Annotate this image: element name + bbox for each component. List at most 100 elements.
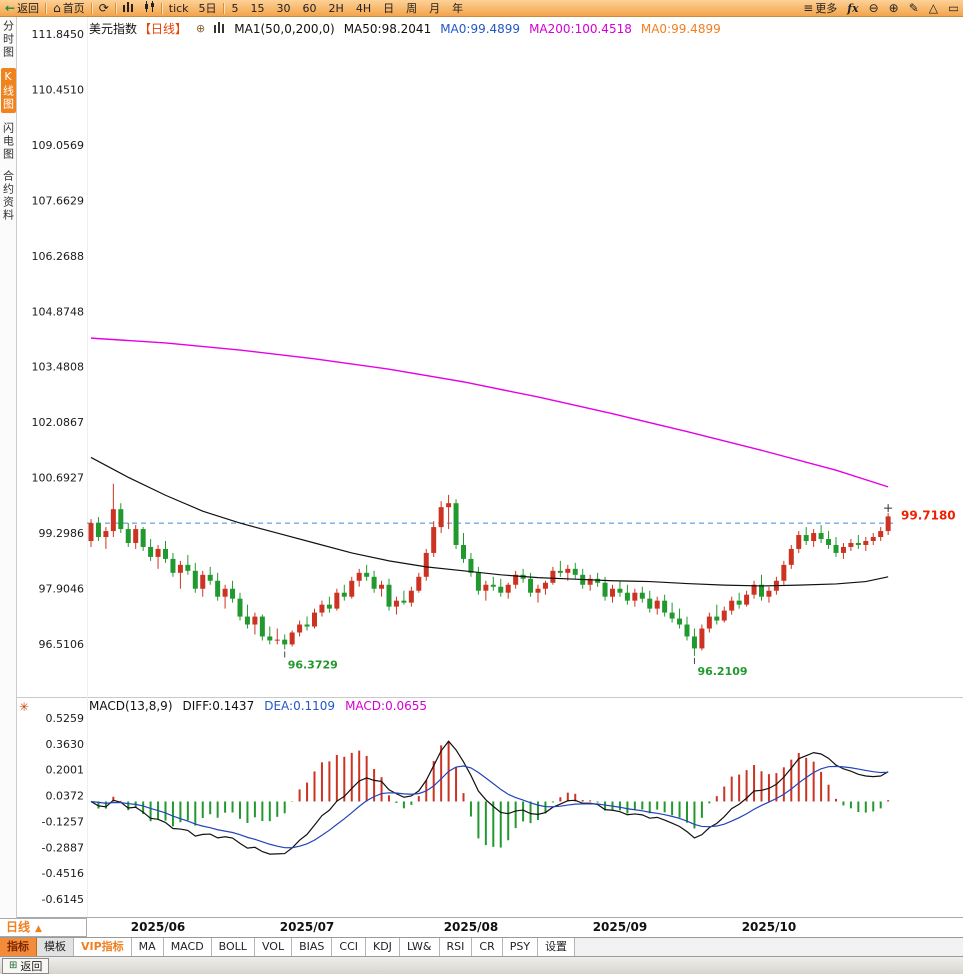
status-back-button[interactable]: ⊞ 返回 <box>2 957 50 974</box>
add-indicator-icon[interactable]: ⊕ <box>196 22 206 35</box>
triangle-icon: △ <box>928 1 938 15</box>
refresh-button[interactable]: ⟳ <box>94 0 114 16</box>
fx-icon: fx <box>847 1 859 15</box>
sidebar-item-0[interactable]: 分时图 <box>1 20 15 59</box>
interval-button-5[interactable]: 5 <box>231 1 239 15</box>
toolbar-separator <box>114 2 117 14</box>
sidebar-item-3[interactable]: 合约资料 <box>1 170 15 222</box>
window-grid-icon: ⊞ <box>9 960 18 971</box>
svg-text:97.9046: 97.9046 <box>39 583 85 596</box>
period-selector-label: 日线 <box>6 920 31 934</box>
indicator-tab-7[interactable]: BIAS <box>292 938 333 956</box>
more-label: 更多 <box>815 1 838 15</box>
svg-text:96.5106: 96.5106 <box>39 638 85 651</box>
indicator-tab-2[interactable]: VIP指标 <box>74 938 132 956</box>
svg-text:99.7180: 99.7180 <box>901 508 956 522</box>
indicator-tab-6[interactable]: VOL <box>254 938 293 956</box>
interval-button-周[interactable]: 周 <box>406 1 418 15</box>
svg-text:96.2109: 96.2109 <box>697 665 747 678</box>
bar-chart-type-button[interactable] <box>118 0 139 16</box>
clipped-tool-button[interactable]: ▭ <box>943 0 963 16</box>
top-toolbar: ← 返回 ⌂ 首页 ⟳ tick 5日 5 15 30 60 2H 4H 日周月年 ≡ 更多 <box>0 0 963 17</box>
tick-interval-button[interactable]: tick <box>168 1 189 15</box>
macd-value: MACD:0.0655 <box>345 699 428 713</box>
interval-button-30[interactable]: 30 <box>276 1 291 15</box>
toolbar-separator <box>222 2 225 14</box>
back-arrow-icon: ← <box>5 0 16 15</box>
svg-text:0.5259: 0.5259 <box>46 712 85 725</box>
period-selector[interactable]: 日线 ▲ <box>0 918 87 937</box>
svg-text:103.4808: 103.4808 <box>32 361 85 374</box>
svg-text:0.3630: 0.3630 <box>46 738 85 751</box>
ma-settings: MA1(50,0,200,0) <box>234 21 335 36</box>
indicator-tab-5[interactable]: BOLL <box>211 938 255 956</box>
refresh-icon: ⟳ <box>98 1 109 15</box>
indicator-tab-9[interactable]: KDJ <box>366 938 400 956</box>
interval-button-4H[interactable]: 4H <box>355 1 372 15</box>
indicator-tab-4[interactable]: MACD <box>163 938 212 956</box>
sidebar-item-1[interactable]: K线图 <box>0 68 16 113</box>
ma50-value: MA50:98.2041 <box>343 21 432 36</box>
interval-button-日[interactable]: 日 <box>383 1 395 15</box>
toolbar-separator <box>90 2 93 14</box>
toolbar-separator <box>45 2 48 14</box>
home-button[interactable]: ⌂ 首页 <box>48 0 90 16</box>
svg-text:110.4510: 110.4510 <box>32 83 85 96</box>
interval-button-2H[interactable]: 2H <box>328 1 344 15</box>
indicator-tab-3[interactable]: MA <box>131 938 164 956</box>
macd-title: MACD(13,8,9) <box>89 699 173 713</box>
svg-text:102.0867: 102.0867 <box>32 416 85 429</box>
draw-button[interactable]: ✎ <box>904 0 924 16</box>
svg-text:-0.4516: -0.4516 <box>42 867 84 880</box>
left-sidebar: 分时图 K线图闪电图合约资料 <box>0 17 17 918</box>
zoom-in-button[interactable]: ⊕ <box>884 0 904 16</box>
svg-text:96.3729: 96.3729 <box>288 658 338 671</box>
svg-text:99.2986: 99.2986 <box>39 527 85 540</box>
indicator-tab-12[interactable]: CR <box>472 938 503 956</box>
dea-value: DEA:0.1109 <box>264 699 336 713</box>
status-bar: ⊞ 返回 <box>0 956 963 974</box>
mini-chart-icon <box>214 21 225 36</box>
indicator-tab-10[interactable]: LW& <box>399 938 440 956</box>
interval-button-group: 5 15 30 60 2H 4H 日周月年 <box>226 0 470 16</box>
back-label: 返回 <box>17 1 40 15</box>
diff-value: DIFF:0.1437 <box>182 699 255 713</box>
hamburger-icon: ≡ <box>803 1 814 15</box>
svg-text:2025/08: 2025/08 <box>444 920 498 934</box>
zoom-out-button[interactable]: ⊖ <box>864 0 884 16</box>
indicator-settings-icon[interactable]: ✳ <box>19 700 30 714</box>
svg-text:2025/07: 2025/07 <box>280 920 334 934</box>
indicator-tab-0[interactable]: 指标 <box>0 938 37 956</box>
indicator-tab-8[interactable]: CCI <box>332 938 366 956</box>
back-button[interactable]: ← 返回 <box>0 0 44 16</box>
interval-button-月[interactable]: 月 <box>429 1 441 15</box>
interval-button-15[interactable]: 15 <box>250 1 265 15</box>
formula-button[interactable]: fx <box>842 0 863 16</box>
candlestick-type-button[interactable] <box>139 0 160 16</box>
svg-text:-0.1257: -0.1257 <box>42 815 84 828</box>
interval-button-年[interactable]: 年 <box>452 1 464 15</box>
indicator-tab-13[interactable]: PSY <box>502 938 539 956</box>
home-icon: ⌂ <box>53 1 61 15</box>
svg-text:109.0569: 109.0569 <box>32 139 85 152</box>
sidebar-item-2[interactable]: 闪电图 <box>1 122 15 161</box>
indicator-tab-bar: 指标 模板 VIP指标 MA MACD BOLL VOL BIAS CCI KDJ LW& RSI CR… <box>0 937 963 956</box>
period-label: 【日线】 <box>139 22 188 36</box>
svg-text:2025/06: 2025/06 <box>131 920 185 934</box>
shape-tool-button[interactable]: △ <box>924 0 943 16</box>
five-day-interval-button[interactable]: 5日 <box>198 1 217 15</box>
indicator-tab-1[interactable]: 模板 <box>37 938 74 956</box>
svg-text:106.2688: 106.2688 <box>32 250 85 263</box>
macd-legend: MACD(13,8,9) DIFF:0.1437 DEA:0.1109 MACD… <box>89 699 427 713</box>
svg-text:-0.2887: -0.2887 <box>42 841 84 854</box>
interval-button-60[interactable]: 60 <box>302 1 317 15</box>
svg-text:107.6629: 107.6629 <box>32 194 85 207</box>
indicator-tab-11[interactable]: RSI <box>439 938 473 956</box>
ma200-value: MA200:100.4518 <box>529 21 632 36</box>
more-button[interactable]: ≡ 更多 <box>798 0 842 16</box>
symbol-name: 美元指数 <box>89 22 138 36</box>
indicator-tab-14[interactable]: 设置 <box>538 938 576 956</box>
pencil-icon: ✎ <box>908 1 919 15</box>
